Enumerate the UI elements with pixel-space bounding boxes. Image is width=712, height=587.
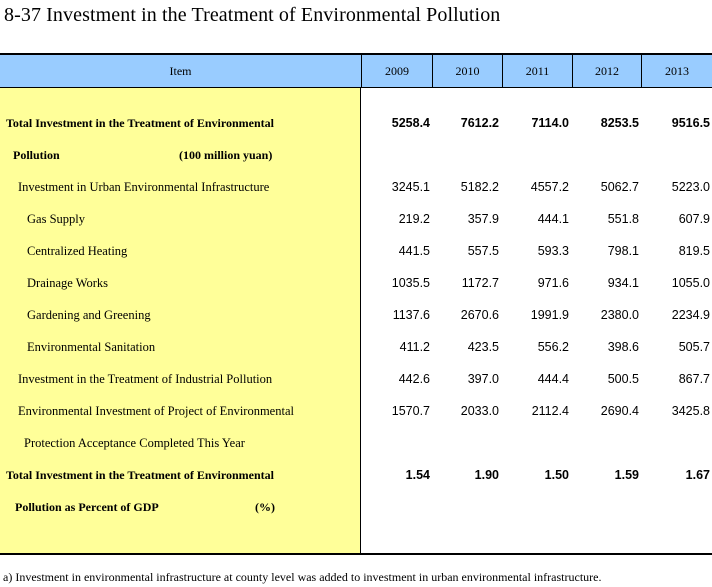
row-value-2012: 934.1 [607,276,639,290]
row-unit: (%) [255,500,275,514]
table-row: Investment in Urban Environmental Infras… [0,171,712,203]
table-row: Pollution as Percent of GDP (%) [0,491,712,523]
table-row: Gardening and Greening 1137.6 2670.6 1991.9… [0,299,712,331]
row-value-2009: 3245.1 [391,180,430,194]
row-value-2012: 5062.7 [600,180,639,194]
row-value-2010: 2670.6 [460,308,499,322]
row-value-2011: 1991.9 [530,308,569,322]
row-value-2010: 5182.2 [460,180,499,194]
row-value-2011: 593.3 [537,244,569,258]
table-row: Total Investment in the Treatment of Env… [0,107,712,139]
row-value-2009: 1570.7 [391,404,430,418]
row-value-2009: 411.2 [399,340,430,354]
row-label: Gardening and Greening [27,308,151,322]
row-value-2010: 397.0 [467,372,499,386]
table-row: Protection Acceptance Completed This Yea… [0,427,712,459]
row-value-2012: 500.5 [607,372,639,386]
row-value-2011: 4557.2 [530,180,569,194]
row-value-2013: 3425.8 [671,404,710,418]
row-value-2013: 5223.0 [671,180,710,194]
row-unit: (100 million yuan) [179,148,273,162]
top-rule [0,53,712,55]
header-year-2012: 2012 [572,55,641,87]
table-row: Drainage Works 1035.5 1172.7 971.6 934.1 1055… [0,267,712,299]
row-value-2009: 1137.6 [392,308,430,322]
row-label: Centralized Heating [27,244,128,258]
row-label: Pollution [13,148,60,162]
row-value-2013: 2234.9 [671,308,710,322]
row-value-2010: 423.5 [467,340,499,354]
row-value-2009: 442.6 [398,372,430,386]
header-year-2011: 2011 [502,55,572,87]
table-row: Environmental Sanitation 411.2 423.5 556.2 3… [0,331,712,363]
table-row: Pollution (100 million yuan) [0,139,712,171]
row-value-2012: 398.6 [607,340,639,354]
row-value-2011: 444.1 [537,212,569,226]
row-value-2013: 867.7 [678,372,710,386]
header-item: Item [169,63,192,78]
row-value-2012: 8253.5 [600,116,639,130]
footnote: a) Investment in environmental infrastru… [3,570,602,584]
row-label: Gas Supply [27,212,85,226]
row-value-2010: 557.5 [467,244,499,258]
row-value-2009: 1.54 [405,468,430,482]
row-value-2012: 1.59 [614,468,639,482]
table-row: Environmental Investment of Project of E… [0,395,712,427]
row-value-2010: 1.90 [474,468,499,482]
row-value-2012: 2690.4 [600,404,639,418]
header-year-2013: 2013 [641,55,712,87]
row-value-2009: 5258.4 [391,116,430,130]
row-value-2013: 9516.5 [671,116,710,130]
row-value-2011: 556.2 [537,340,569,354]
table-header: Item 2009 2010 2011 2012 2013 [0,55,712,88]
row-label: Total Investment in the Treatment of Env… [6,116,275,130]
item-column-background [0,88,361,553]
table-title: 8-37 Investment in the Treatment of Envi… [4,4,501,26]
row-label: Environmental Investment of Project of E… [18,404,294,418]
row-value-2012: 798.1 [607,244,639,258]
table-row: Investment in the Treatment of Industria… [0,363,712,395]
row-value-2013: 819.5 [678,244,710,258]
row-label: Investment in Urban Environmental Infras… [18,180,270,194]
row-value-2011: 2112.4 [531,404,569,418]
row-value-2012: 551.8 [607,212,639,226]
row-value-2009: 441.5 [398,244,430,258]
row-label: Drainage Works [27,276,109,290]
table-row: Centralized Heating 441.5 557.5 593.3 798.1 8… [0,235,712,267]
row-label: Environmental Sanitation [27,340,156,354]
row-value-2009: 1035.5 [391,276,430,290]
row-value-2013: 505.7 [678,340,710,354]
row-label: Total Investment in the Treatment of Env… [6,468,275,482]
table-row: Gas Supply 219.2 357.9 444.1 551.8 607.9 [0,203,712,235]
row-value-2013: 607.9 [678,212,710,226]
row-value-2010: 7612.2 [460,116,499,130]
row-value-2010: 357.9 [467,212,499,226]
row-label: Investment in the Treatment of Industria… [18,372,273,386]
row-label: Protection Acceptance Completed This Yea… [24,436,245,450]
header-year-2010: 2010 [432,55,502,87]
header-year-2009: 2009 [361,55,432,87]
row-value-2010: 1172.7 [461,276,499,290]
row-value-2012: 2380.0 [600,308,639,322]
row-value-2011: 1.50 [544,468,569,482]
row-value-2009: 219.2 [398,212,430,226]
row-value-2010: 2033.0 [460,404,499,418]
row-label: Pollution as Percent of GDP [15,500,159,514]
row-value-2013: 1055.0 [671,276,710,290]
bottom-rule [0,553,712,555]
row-value-2011: 7114.0 [531,116,569,130]
row-value-2011: 971.6 [537,276,569,290]
row-value-2013: 1.67 [685,468,710,482]
table-row: Total Investment in the Treatment of Env… [0,459,712,491]
row-value-2011: 444.4 [537,372,569,386]
